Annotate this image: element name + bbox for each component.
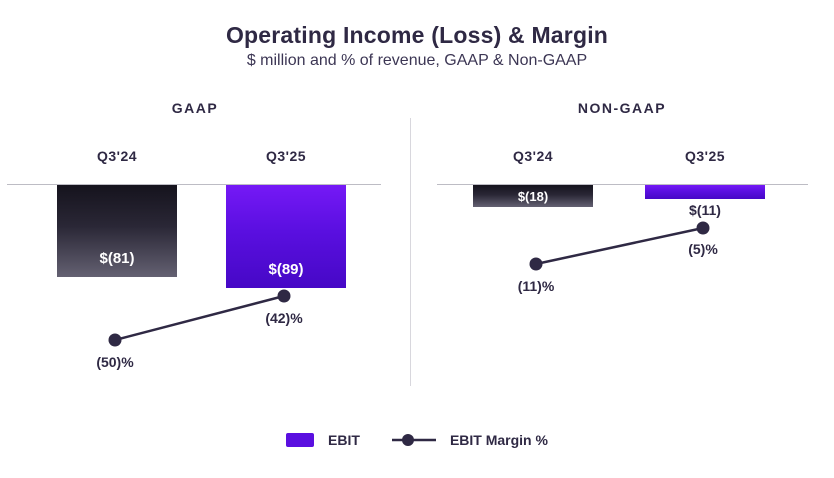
margin-point-gaap-q324 bbox=[108, 333, 122, 347]
legend-margin-icon bbox=[391, 434, 436, 446]
page-subtitle: $ million and % of revenue, GAAP & Non-G… bbox=[246, 52, 588, 69]
chart-legend: EBIT EBIT Margin % bbox=[0, 432, 834, 448]
page-title: Operating Income (Loss) & Margin bbox=[225, 22, 609, 48]
margin-label-nongaap-q325: (5)% bbox=[688, 241, 718, 257]
panel-divider bbox=[410, 118, 411, 386]
ebit-bar-gaap-q324: $(81) bbox=[57, 185, 177, 277]
panel-title-nongaap: NON-GAAP bbox=[577, 100, 667, 116]
margin-point-nongaap-q324 bbox=[529, 257, 543, 271]
bar-value-label: $(18) bbox=[517, 188, 549, 204]
ebit-bar-nongaap-q324: $(18) bbox=[473, 185, 593, 207]
category-label-nongaap-q325: Q3'25 bbox=[684, 148, 726, 164]
bar-value-label: $(89) bbox=[268, 261, 304, 278]
bar-value-label: $(11) bbox=[689, 202, 721, 218]
margin-label-gaap-q324: (50)% bbox=[96, 354, 134, 370]
panel-title-gaap: GAAP bbox=[171, 100, 219, 116]
zero-line-gaap bbox=[7, 184, 381, 185]
category-label-gaap-q324: Q3'24 bbox=[96, 148, 138, 164]
margin-point-gaap-q325 bbox=[277, 289, 291, 303]
ebit-bar-gaap-q325: $(89) bbox=[226, 185, 346, 288]
legend-ebit-swatch bbox=[286, 433, 315, 447]
ebit-bar-nongaap-q325 bbox=[645, 185, 765, 199]
zero-line-nongaap bbox=[437, 184, 808, 185]
bar-value-label: $(81) bbox=[99, 250, 135, 267]
margin-label-nongaap-q324: (11)% bbox=[517, 278, 555, 294]
category-label-nongaap-q324: Q3'24 bbox=[512, 148, 554, 164]
legend-ebit-label: EBIT bbox=[328, 432, 360, 448]
margin-label-gaap-q325: (42)% bbox=[265, 310, 303, 326]
category-label-gaap-q325: Q3'25 bbox=[265, 148, 307, 164]
legend-margin-label: EBIT Margin % bbox=[449, 432, 548, 448]
margin-point-nongaap-q325 bbox=[696, 221, 710, 235]
